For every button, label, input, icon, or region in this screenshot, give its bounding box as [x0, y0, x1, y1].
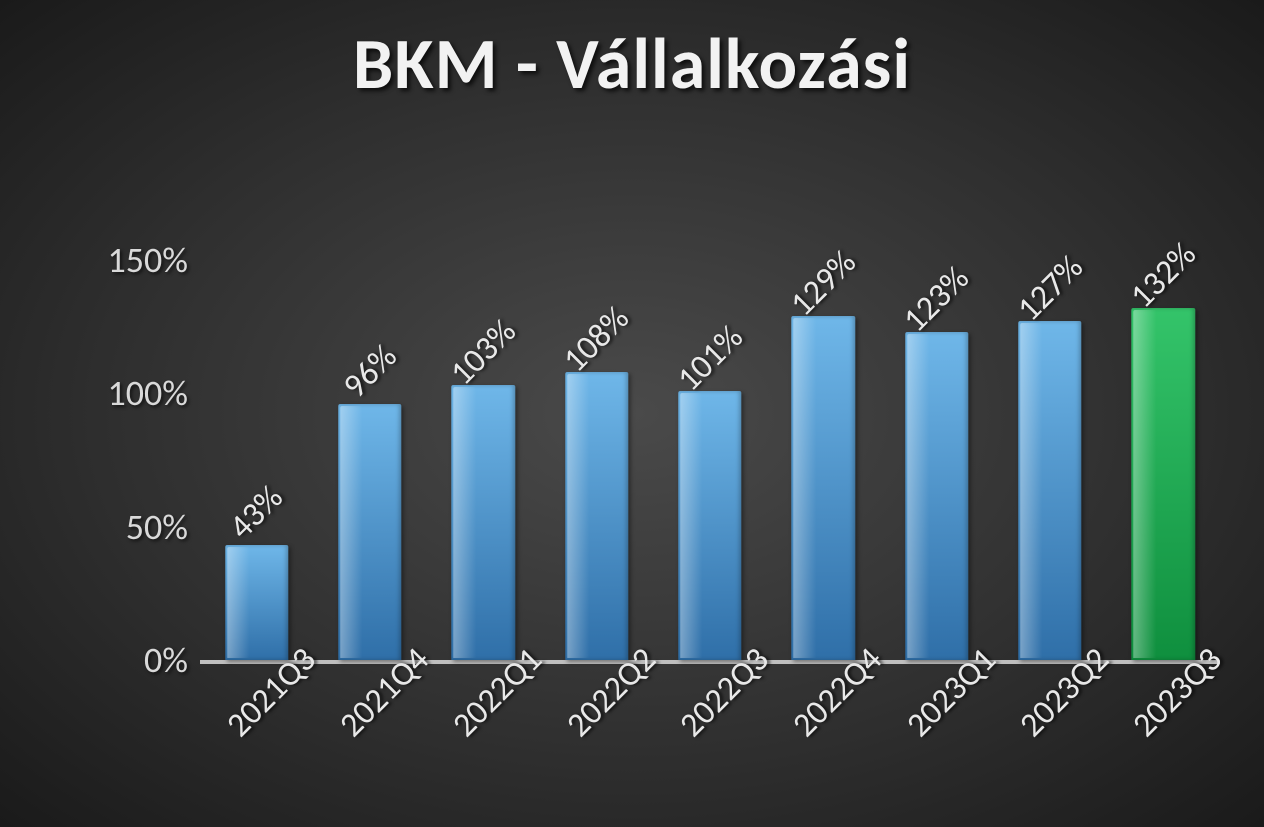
bar-value-label: 123% [895, 258, 978, 341]
bar-slot: 96%2021Q4 [313, 260, 426, 660]
bar-highlight [227, 547, 249, 658]
bar-value-label: 129% [782, 242, 865, 325]
bar: 123% [905, 332, 968, 660]
bar: 127% [1018, 321, 1081, 660]
bar: 132% [1132, 308, 1195, 660]
chart-container: BKM - Vállalkozási 0% 50% 100% 150% 43%2021Q… [0, 0, 1264, 827]
bar: 108% [565, 372, 628, 660]
bar-value-label: 96% [335, 336, 406, 407]
y-tick-label: 50% [126, 505, 188, 549]
bar-value-label: 101% [669, 317, 752, 400]
bar-highlight [794, 318, 816, 658]
y-tick-label: 100% [108, 371, 188, 415]
bar-highlight [1134, 310, 1156, 658]
bar-slot: 43%2021Q3 [200, 260, 313, 660]
bar-highlight [454, 387, 476, 658]
bar: 96% [338, 404, 401, 660]
y-tick-label: 150% [108, 238, 188, 282]
bar-highlight [907, 334, 929, 658]
bar-highlight [680, 393, 702, 658]
bar-value-label: 108% [555, 298, 638, 381]
bar-highlight [1020, 323, 1042, 658]
y-tick-label: 0% [144, 638, 188, 682]
bar-highlight [567, 374, 589, 658]
bar: 103% [452, 385, 515, 660]
bar-slot: 129%2022Q4 [767, 260, 880, 660]
chart-title: BKM - Vállalkozási [0, 20, 1264, 108]
bar-value-label: 43% [221, 478, 292, 549]
bar-slot: 108%2022Q2 [540, 260, 653, 660]
bar-slot: 103%2022Q1 [427, 260, 540, 660]
bar-slot: 132%2023Q3 [1107, 260, 1220, 660]
bar-slot: 127%2023Q2 [993, 260, 1106, 660]
bar: 101% [678, 391, 741, 660]
bar-value-label: 132% [1122, 234, 1205, 317]
bar-slot: 101%2022Q3 [653, 260, 766, 660]
bar-value-label: 103% [442, 311, 525, 394]
bar: 43% [225, 545, 288, 660]
bar-slot: 123%2023Q1 [880, 260, 993, 660]
bar: 129% [792, 316, 855, 660]
bar-value-label: 127% [1009, 247, 1092, 330]
bar-highlight [340, 406, 362, 658]
plot-area: 0%50%100%150%43%2021Q396%2021Q4103%2022Q… [200, 260, 1220, 664]
